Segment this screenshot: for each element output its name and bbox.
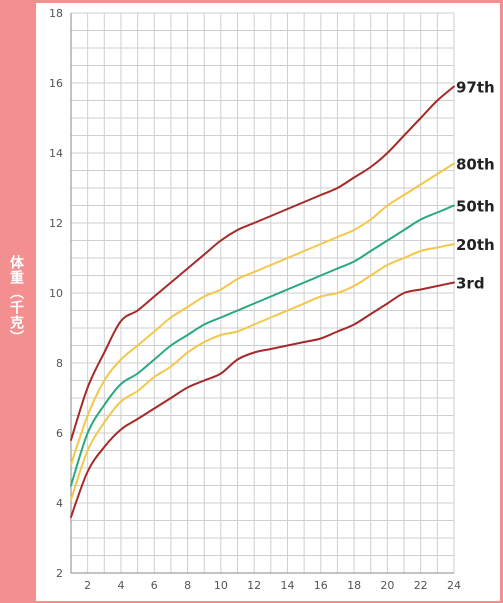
- grid: [70, 12, 455, 574]
- x-tick-label: 12: [247, 579, 261, 592]
- series-line-80th: [70, 162, 455, 466]
- x-tick-label: 8: [184, 579, 191, 592]
- series-label-80th: 80th: [456, 156, 495, 174]
- y-tick-label: 18: [49, 7, 63, 20]
- axes: [70, 13, 454, 574]
- y-tick-label: 12: [49, 217, 63, 230]
- y-axis-label: 体重（千克）: [8, 255, 24, 345]
- y-tick-label: 6: [56, 427, 63, 440]
- x-tick-label: 10: [214, 579, 228, 592]
- y-tick-label: 14: [49, 147, 63, 160]
- y-tick-label: 2: [56, 567, 63, 580]
- y-tick-label: 10: [49, 287, 63, 300]
- chart-panel: 2 4 6 8 10 12 14 16 18 2 4 6 8 10 12 14 16 18 20 22 24 97th 8…: [36, 3, 500, 601]
- x-tick-label: 2: [84, 579, 91, 592]
- y-tick-label: 16: [49, 77, 63, 90]
- series-label-50th: 50th: [456, 198, 495, 216]
- x-tick-label: 24: [447, 579, 461, 592]
- x-tick-label: 16: [314, 579, 328, 592]
- x-tick-label: 4: [117, 579, 124, 592]
- x-tick-label: 6: [151, 579, 158, 592]
- y-tick-label: 8: [56, 357, 63, 370]
- x-tick-label: 22: [414, 579, 428, 592]
- series-label-97th: 97th: [456, 79, 495, 97]
- series-labels: 97th 80th 50th 20th 3rd: [456, 79, 495, 293]
- series-line-97th: [70, 85, 455, 441]
- series-line-3rd: [70, 281, 455, 518]
- series-label-20th: 20th: [456, 236, 495, 254]
- series-line-20th: [70, 243, 455, 501]
- x-tick-label: 18: [347, 579, 361, 592]
- y-tick-label: 4: [56, 497, 63, 510]
- series-label-3rd: 3rd: [456, 275, 485, 293]
- x-tick-label: 20: [380, 579, 394, 592]
- series-line-50th: [70, 204, 455, 487]
- series-lines: [70, 85, 455, 518]
- x-tick-label: 14: [280, 579, 294, 592]
